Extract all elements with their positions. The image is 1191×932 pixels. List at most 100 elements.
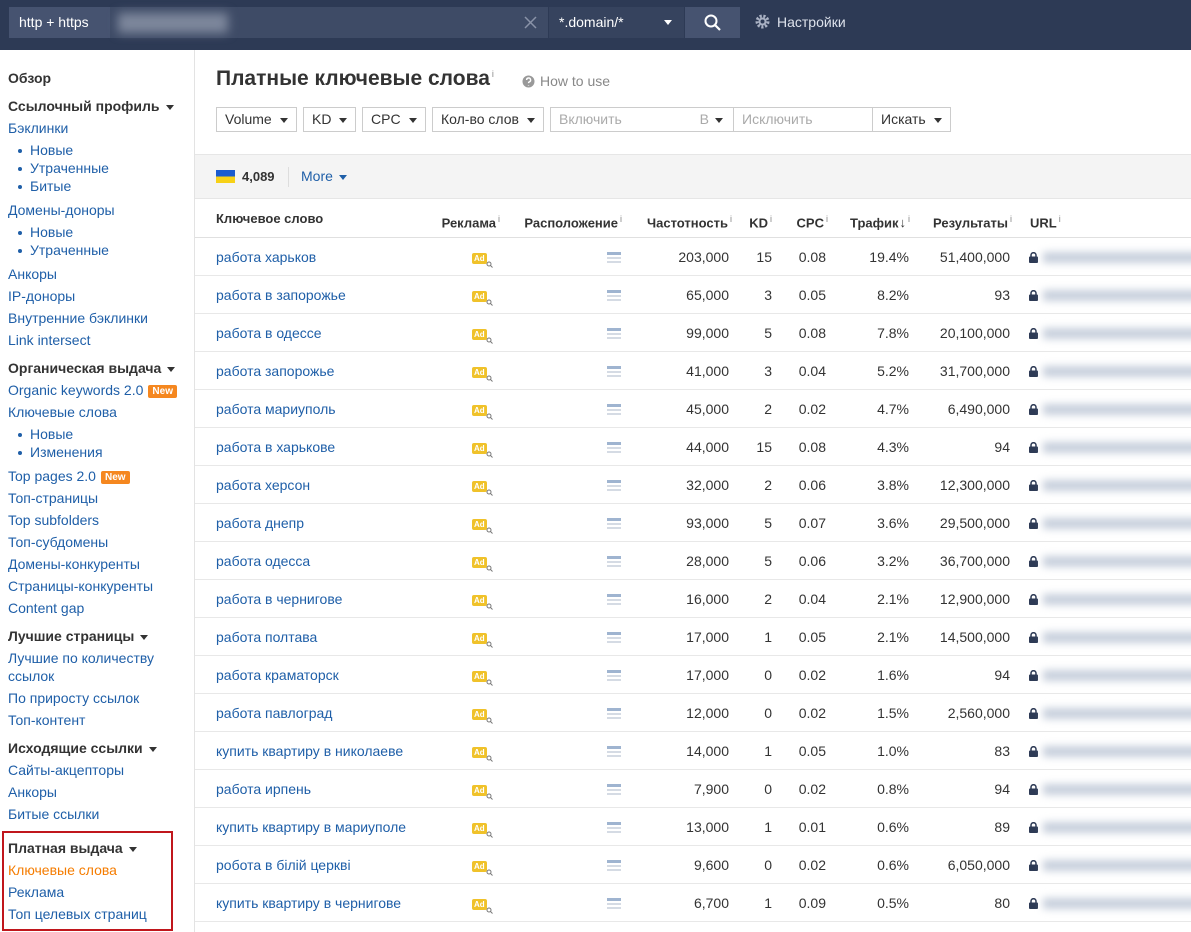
nav-link[interactable]: Сайты-акцепторы: [8, 759, 186, 781]
url-cell[interactable]: [1029, 276, 1191, 314]
url-cell[interactable]: [1029, 390, 1191, 428]
url-cell[interactable]: [1029, 808, 1191, 846]
column-header[interactable]: URLi: [1030, 200, 1061, 238]
include-input[interactable]: ВключитьВ: [550, 107, 734, 132]
keyword-link[interactable]: работа мариуполь: [216, 390, 336, 428]
url-cell[interactable]: [1029, 352, 1191, 390]
url-cell[interactable]: [1029, 580, 1191, 618]
keyword-link[interactable]: работа павлоград: [216, 694, 332, 732]
info-icon[interactable]: i: [492, 69, 494, 79]
url-cell[interactable]: [1029, 694, 1191, 732]
ad-cell[interactable]: Ad: [472, 466, 493, 504]
ad-cell[interactable]: Ad: [472, 276, 493, 314]
nav-link[interactable]: Топ-контент: [8, 709, 186, 731]
column-header[interactable]: Расположениеi: [524, 200, 622, 238]
how-to-use[interactable]: How to use: [522, 73, 610, 89]
keyword-link[interactable]: работа херсон: [216, 466, 310, 504]
ad-cell[interactable]: Ad: [472, 694, 493, 732]
nav-link[interactable]: Бэклинки: [8, 117, 186, 139]
column-header[interactable]: Рекламаi: [442, 200, 500, 238]
url-cell[interactable]: [1029, 618, 1191, 656]
url-cell[interactable]: [1029, 466, 1191, 504]
nav-link[interactable]: Битые ссылки: [8, 803, 186, 825]
protocol-select[interactable]: http + https: [9, 7, 110, 38]
ad-cell[interactable]: Ad: [472, 884, 493, 922]
nav-link[interactable]: По приросту ссылок: [8, 687, 186, 709]
mode-select[interactable]: *.domain/*: [549, 7, 684, 38]
column-header[interactable]: Трафик↓i: [850, 200, 910, 238]
filter-dropdown[interactable]: Volume: [216, 107, 297, 132]
keyword-link[interactable]: работа в харькове: [216, 428, 335, 466]
url-cell[interactable]: [1029, 504, 1191, 542]
nav-link[interactable]: Реклама: [8, 881, 167, 903]
ad-cell[interactable]: Ad: [472, 542, 493, 580]
nav-link[interactable]: Топ-субдомены: [8, 531, 186, 553]
clear-icon[interactable]: [524, 16, 537, 29]
keyword-link[interactable]: работа в запорожье: [216, 276, 346, 314]
nav-link[interactable]: Страницы-конкуренты: [8, 575, 186, 597]
ad-cell[interactable]: Ad: [472, 580, 493, 618]
nav-sub-link[interactable]: Новые: [8, 425, 186, 443]
keyword-link[interactable]: купить квартиру в мариуполе: [216, 808, 406, 846]
nav-sub-link[interactable]: Утраченные: [8, 159, 186, 177]
nav-section-title[interactable]: Исходящие ссылки: [8, 737, 186, 759]
nav-link[interactable]: Organic keywords 2.0New: [8, 379, 186, 401]
nav-section-title[interactable]: Обзор: [8, 67, 186, 89]
nav-link[interactable]: Лучшие по количеству ссылок: [8, 647, 186, 687]
keyword-link[interactable]: работа в одессе: [216, 314, 322, 352]
keyword-link[interactable]: купить квартиру в николаеве: [216, 732, 403, 770]
ad-cell[interactable]: Ad: [472, 618, 493, 656]
ad-cell[interactable]: Ad: [472, 770, 493, 808]
nav-link[interactable]: Домены-конкуренты: [8, 553, 186, 575]
ad-cell[interactable]: Ad: [472, 656, 493, 694]
ad-cell[interactable]: Ad: [472, 808, 493, 846]
domain-input[interactable]: [110, 7, 548, 38]
column-header[interactable]: Частотностьi: [647, 200, 732, 238]
nav-link[interactable]: Content gap: [8, 597, 186, 619]
more-button[interactable]: More: [301, 168, 347, 184]
keyword-link[interactable]: работа днепр: [216, 504, 304, 542]
ad-cell[interactable]: Ad: [472, 390, 493, 428]
search-button[interactable]: [685, 7, 740, 38]
column-header[interactable]: KDi: [749, 200, 772, 238]
nav-link[interactable]: Ключевые слова: [8, 401, 186, 423]
nav-section-title[interactable]: Органическая выдача: [8, 357, 186, 379]
keyword-link[interactable]: работа полтава: [216, 618, 317, 656]
keyword-link[interactable]: работа ирпень: [216, 770, 311, 808]
nav-link[interactable]: Link intersect: [8, 329, 186, 351]
nav-link[interactable]: Анкоры: [8, 263, 186, 285]
column-header[interactable]: CPCi: [797, 200, 828, 238]
url-cell[interactable]: [1029, 542, 1191, 580]
filter-dropdown[interactable]: Кол-во слов: [432, 107, 544, 132]
url-cell[interactable]: [1029, 846, 1191, 884]
keyword-link[interactable]: работа в чернигове: [216, 580, 342, 618]
nav-section-title[interactable]: Ссылочный профиль: [8, 95, 186, 117]
ad-cell[interactable]: Ad: [472, 732, 493, 770]
ad-cell[interactable]: Ad: [472, 352, 493, 390]
ad-cell[interactable]: Ad: [472, 504, 493, 542]
search-filter-button[interactable]: Искать: [872, 107, 951, 132]
nav-link[interactable]: Внутренние бэклинки: [8, 307, 186, 329]
nav-link[interactable]: Top subfolders: [8, 509, 186, 531]
filter-dropdown[interactable]: CPC: [362, 107, 426, 132]
url-cell[interactable]: [1029, 238, 1191, 276]
url-cell[interactable]: [1029, 314, 1191, 352]
nav-sub-link[interactable]: Изменения: [8, 443, 186, 461]
nav-sub-link[interactable]: Новые: [8, 141, 186, 159]
url-cell[interactable]: [1029, 656, 1191, 694]
nav-sub-link[interactable]: Новые: [8, 223, 186, 241]
nav-link[interactable]: Анкоры: [8, 781, 186, 803]
nav-link[interactable]: Домены-доноры: [8, 199, 186, 221]
settings-link[interactable]: Настройки: [754, 12, 846, 32]
nav-sub-link[interactable]: Битые: [8, 177, 186, 195]
nav-sub-link[interactable]: Утраченные: [8, 241, 186, 259]
keyword-link[interactable]: работа краматорск: [216, 656, 339, 694]
nav-section-title[interactable]: Лучшие страницы: [8, 625, 186, 647]
include-scope[interactable]: В: [700, 108, 723, 131]
url-cell[interactable]: [1029, 770, 1191, 808]
column-header[interactable]: Результатыi: [933, 200, 1012, 238]
ad-cell[interactable]: Ad: [472, 314, 493, 352]
url-cell[interactable]: [1029, 884, 1191, 922]
ad-cell[interactable]: Ad: [472, 238, 493, 276]
nav-link[interactable]: Топ целевых страниц: [8, 903, 167, 925]
